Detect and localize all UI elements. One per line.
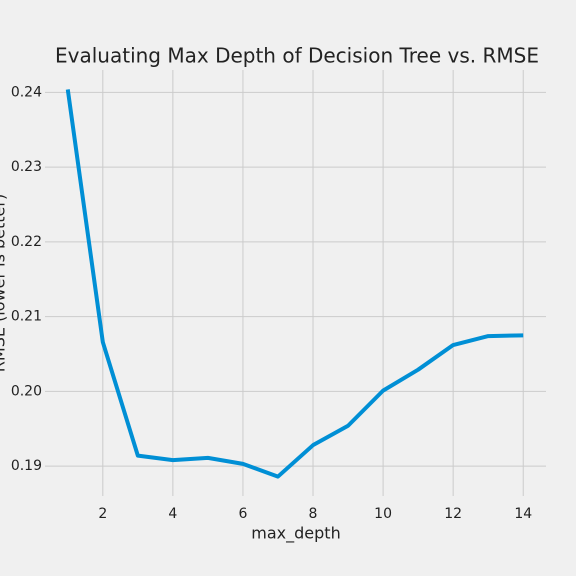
- chart-title: Evaluating Max Depth of Decision Tree vs…: [55, 44, 539, 68]
- data-line: [65, 89, 524, 479]
- x-tick-label: 2: [98, 506, 107, 522]
- y-axis-label: RMSE (lower is better): [0, 194, 9, 372]
- y-tick-label: 0.24: [11, 84, 42, 100]
- x-tick-label: 10: [374, 506, 392, 522]
- x-axis-label: max_depth: [251, 524, 340, 544]
- y-tick-label: 0.20: [11, 383, 42, 399]
- y-tick-label: 0.21: [11, 309, 42, 325]
- y-tick-label: 0.22: [11, 234, 42, 250]
- x-tick-label: 6: [238, 506, 247, 522]
- x-tick-label: 14: [514, 506, 532, 522]
- y-tick-label: 0.23: [11, 159, 42, 175]
- y-tick-label: 0.19: [11, 458, 42, 474]
- x-tick-label: 8: [309, 506, 318, 522]
- x-tick-label: 12: [444, 506, 462, 522]
- x-tick-label: 4: [168, 506, 177, 522]
